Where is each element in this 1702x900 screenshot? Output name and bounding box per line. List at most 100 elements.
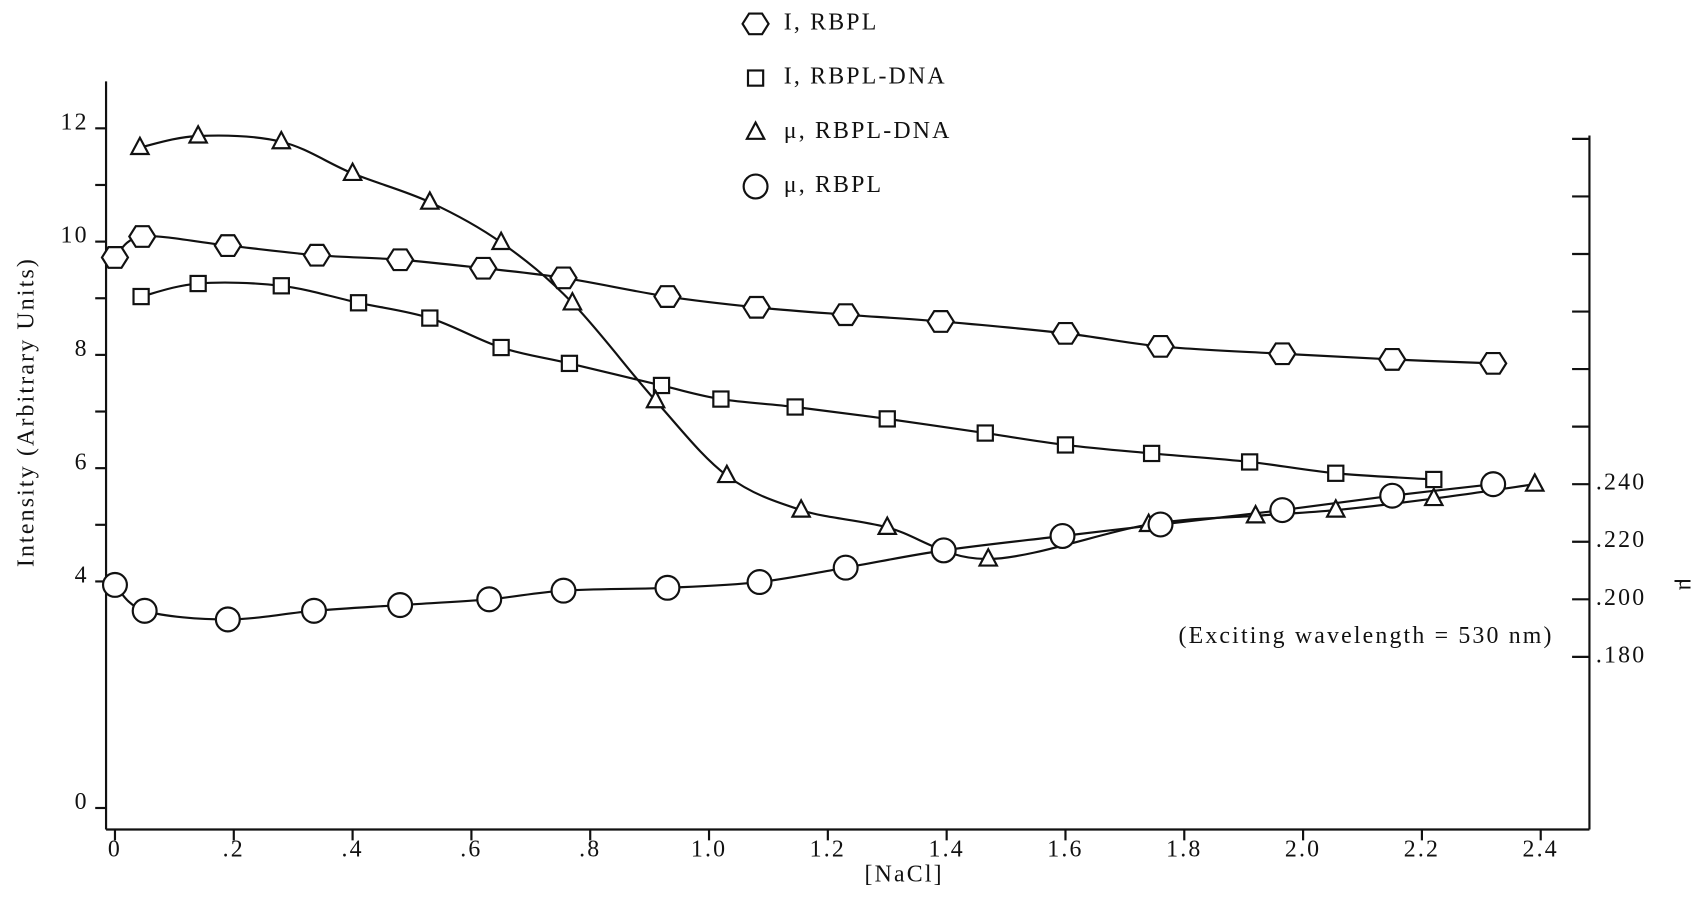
marker bbox=[189, 274, 207, 293]
marker bbox=[1327, 464, 1345, 482]
marker bbox=[1147, 511, 1174, 538]
marker bbox=[270, 129, 292, 150]
legend-marker bbox=[745, 120, 767, 140]
x-tick-label: 1.6 bbox=[1047, 837, 1083, 863]
marker bbox=[129, 135, 151, 156]
x-axis-title: [NaCl] bbox=[865, 862, 944, 888]
marker bbox=[549, 266, 578, 290]
annotation: (Exciting wavelength = 530 nm) bbox=[1178, 623, 1553, 649]
marker bbox=[419, 190, 441, 210]
legend-marker bbox=[746, 69, 765, 87]
marker bbox=[490, 230, 512, 251]
marker bbox=[213, 234, 243, 257]
marker bbox=[1423, 486, 1445, 507]
marker bbox=[1269, 497, 1296, 524]
marker bbox=[926, 310, 956, 333]
marker bbox=[385, 248, 415, 272]
y-tick-label: 0 bbox=[75, 789, 89, 815]
marker bbox=[1379, 482, 1406, 509]
y-tick-label: 6 bbox=[75, 449, 89, 475]
marker bbox=[1146, 334, 1175, 358]
marker bbox=[131, 597, 158, 624]
marker bbox=[1240, 453, 1259, 471]
marker bbox=[272, 277, 290, 295]
x-tick-label: 1.0 bbox=[691, 837, 727, 863]
legend-label: I, RBPL bbox=[784, 9, 879, 35]
x-tick-label: 1.2 bbox=[810, 837, 846, 863]
marker bbox=[132, 287, 150, 306]
x-tick-label: .6 bbox=[460, 837, 482, 863]
marker bbox=[476, 586, 503, 613]
legend-entry: I, RBPL-DNA bbox=[746, 64, 945, 90]
y2-tick-label: .220 bbox=[1596, 527, 1646, 553]
x-tick-label: .4 bbox=[341, 837, 363, 863]
x-tick-label: 2.0 bbox=[1285, 837, 1321, 863]
marker bbox=[128, 225, 157, 248]
x-tick-label: 2.2 bbox=[1404, 837, 1440, 863]
marker bbox=[1142, 444, 1161, 463]
marker bbox=[387, 592, 414, 619]
marker bbox=[930, 537, 957, 564]
series-line bbox=[140, 281, 1434, 481]
y2-tick-label: .200 bbox=[1596, 585, 1646, 611]
marker bbox=[1056, 436, 1075, 454]
marker bbox=[652, 376, 671, 395]
y-tick-label: 4 bbox=[75, 563, 89, 589]
y-axis-title: Intensity (Arbitrary Units) bbox=[13, 257, 39, 567]
marker bbox=[421, 309, 439, 327]
x-tick-label: 2.4 bbox=[1523, 837, 1559, 863]
y-tick-label: 8 bbox=[75, 336, 89, 362]
marker bbox=[1478, 351, 1508, 375]
marker bbox=[1377, 348, 1407, 371]
marker bbox=[1425, 470, 1443, 489]
marker bbox=[790, 498, 812, 518]
marker bbox=[831, 303, 860, 327]
marker bbox=[742, 295, 771, 319]
series-line bbox=[114, 483, 1494, 621]
legend-label: μ, RBPL bbox=[784, 172, 884, 198]
marker bbox=[1245, 503, 1267, 524]
legend-marker bbox=[741, 12, 770, 36]
x-tick-label: .2 bbox=[223, 837, 245, 863]
marker bbox=[560, 354, 579, 373]
marker bbox=[645, 388, 667, 409]
marker bbox=[786, 398, 804, 416]
y2-tick-label: .240 bbox=[1596, 470, 1646, 496]
marker bbox=[1325, 498, 1347, 518]
marker bbox=[716, 463, 738, 484]
marker bbox=[1268, 342, 1297, 366]
marker bbox=[300, 597, 327, 624]
x-tick-label: 0 bbox=[108, 837, 122, 863]
x-tick-label: 1.8 bbox=[1166, 837, 1202, 863]
marker bbox=[1524, 472, 1546, 492]
y2-tick-label: .180 bbox=[1596, 642, 1646, 668]
marker bbox=[342, 161, 364, 182]
marker bbox=[561, 290, 583, 311]
y-tick-label: 10 bbox=[61, 223, 89, 249]
legend-entry: μ, RBPL-DNA bbox=[745, 118, 952, 144]
marker bbox=[876, 515, 898, 535]
x-tick-label: 1.4 bbox=[929, 837, 965, 863]
marker bbox=[977, 546, 999, 567]
marker bbox=[1049, 522, 1076, 550]
x-tick-label: .8 bbox=[579, 837, 601, 863]
legend-entry: I, RBPL bbox=[741, 9, 879, 36]
marker bbox=[712, 390, 730, 408]
series-line bbox=[139, 134, 1535, 561]
marker bbox=[550, 577, 577, 604]
legend-marker bbox=[742, 173, 769, 200]
marker bbox=[1480, 471, 1507, 498]
marker bbox=[492, 338, 510, 357]
y2-axis-title: μ bbox=[1673, 578, 1699, 593]
marker bbox=[100, 246, 130, 269]
marker bbox=[1051, 321, 1080, 345]
legend-label: μ, RBPL-DNA bbox=[784, 118, 952, 144]
marker bbox=[349, 294, 368, 312]
marker bbox=[653, 285, 682, 308]
marker bbox=[832, 554, 859, 581]
y-tick-label: 12 bbox=[61, 109, 89, 135]
marker bbox=[187, 123, 209, 144]
marker bbox=[878, 410, 896, 428]
